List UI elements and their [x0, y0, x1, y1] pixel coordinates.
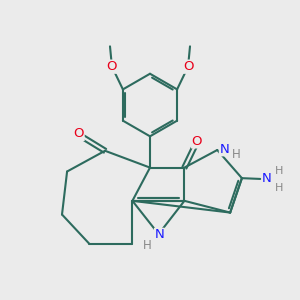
Text: H: H — [232, 148, 240, 161]
Text: O: O — [74, 128, 84, 140]
Text: H: H — [274, 166, 283, 176]
Text: O: O — [107, 60, 117, 73]
Text: N: N — [262, 172, 272, 185]
Text: N: N — [219, 143, 229, 156]
Text: H: H — [274, 182, 283, 193]
Text: N: N — [154, 228, 164, 242]
Text: H: H — [143, 238, 152, 251]
Text: O: O — [192, 135, 202, 148]
Text: O: O — [183, 60, 193, 73]
